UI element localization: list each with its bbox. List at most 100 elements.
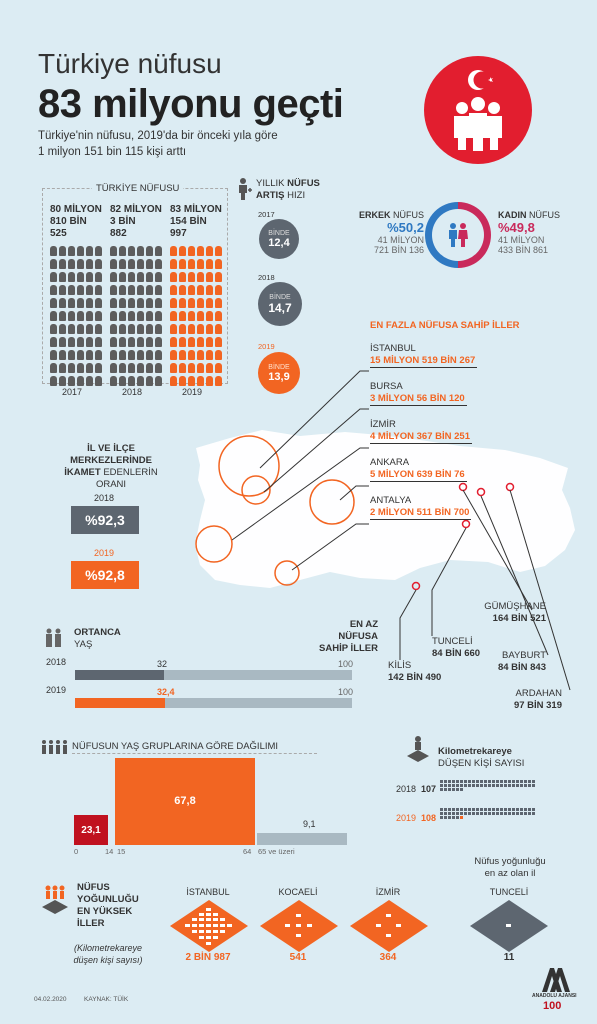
person-figure-icon bbox=[206, 246, 213, 256]
age-tick-64: 64 bbox=[243, 847, 252, 856]
city-kilis: KİLİS 142 BİN 490 bbox=[388, 660, 442, 683]
density-diamond-izmir bbox=[350, 900, 428, 952]
person-figure-icon bbox=[128, 376, 135, 386]
person-figure-icon bbox=[188, 324, 195, 334]
person-figure-icon bbox=[215, 363, 222, 373]
turkey-map bbox=[195, 370, 575, 691]
person-figure-icon bbox=[50, 363, 57, 373]
person-figure-icon bbox=[59, 285, 66, 295]
km2-square bbox=[472, 784, 475, 787]
person-figure-icon bbox=[50, 246, 57, 256]
person-figure-icon bbox=[146, 272, 153, 282]
person-figure-icon bbox=[146, 337, 153, 347]
km2-square bbox=[512, 812, 515, 815]
person-figure-icon bbox=[59, 246, 66, 256]
person-figure-icon bbox=[50, 350, 57, 360]
person-figure-icon bbox=[170, 272, 177, 282]
person-figure-icon bbox=[95, 324, 102, 334]
km2-square bbox=[440, 788, 443, 791]
population-emblem-icon bbox=[424, 56, 532, 164]
km2-square bbox=[464, 780, 467, 783]
km2-square bbox=[456, 784, 459, 787]
person-figure-icon bbox=[146, 376, 153, 386]
city-istanbul: İSTANBUL 15 MİLYON 519 BİN 267 bbox=[370, 343, 478, 368]
km2-square bbox=[448, 816, 451, 819]
city-izmir: İZMİR 4 MİLYON 367 BİN 251 bbox=[370, 419, 472, 444]
km2-title: Kilometrekareye DÜŞEN KİŞİ SAYISI bbox=[438, 746, 525, 769]
growth-person-icon bbox=[238, 178, 252, 205]
km2-square bbox=[440, 780, 443, 783]
km2-square bbox=[504, 808, 507, 811]
female-stat: KADIN NÜFUS %49,8 41 MİLYON 433 BİN 861 bbox=[498, 210, 561, 255]
person-figure-icon bbox=[137, 259, 144, 269]
age-groups-chart: 23,1 67,8 bbox=[74, 755, 354, 845]
km2-square bbox=[500, 812, 503, 815]
density-label-izmir: İZMİR bbox=[375, 887, 401, 897]
person-figure-icon bbox=[95, 272, 102, 282]
km2-grid-2018 bbox=[440, 780, 550, 791]
km2-square bbox=[524, 784, 527, 787]
person-figure-icon bbox=[119, 337, 126, 347]
density-dots-kocaeli bbox=[285, 914, 312, 937]
person-figure-icon bbox=[50, 311, 57, 321]
person-figure-icon bbox=[188, 337, 195, 347]
growth-bubble-2019: BİNDE 13,9 bbox=[258, 352, 300, 394]
population-pictogram-2017 bbox=[50, 246, 102, 386]
km2-square bbox=[444, 784, 447, 787]
person-figure-icon bbox=[95, 311, 102, 321]
person-figure-icon bbox=[68, 285, 75, 295]
person-figure-icon bbox=[119, 311, 126, 321]
person-figure-icon bbox=[137, 363, 144, 373]
km2-square bbox=[460, 780, 463, 783]
person-figure-icon bbox=[146, 259, 153, 269]
person-figure-icon bbox=[59, 350, 66, 360]
density-value-istanbul: 2 BİN 987 bbox=[185, 952, 231, 963]
person-figure-icon bbox=[128, 246, 135, 256]
person-figure-icon bbox=[170, 246, 177, 256]
population-pictogram-2018 bbox=[110, 246, 162, 386]
person-figure-icon bbox=[77, 311, 84, 321]
person-figure-icon bbox=[215, 285, 222, 295]
gender-people-icon bbox=[447, 222, 469, 253]
person-figure-icon bbox=[146, 246, 153, 256]
person-figure-icon bbox=[77, 259, 84, 269]
person-figure-icon bbox=[206, 337, 213, 347]
person-figure-icon bbox=[86, 324, 93, 334]
km2-square bbox=[468, 784, 471, 787]
median-track-2018 bbox=[75, 670, 352, 680]
person-figure-icon bbox=[77, 246, 84, 256]
km2-square bbox=[456, 812, 459, 815]
page-title-line2: 83 milyonu geçti bbox=[38, 82, 344, 126]
km2-square bbox=[444, 780, 447, 783]
age-tick-0: 0 bbox=[74, 847, 79, 856]
person-figure-icon bbox=[155, 337, 162, 347]
person-figure-icon bbox=[86, 246, 93, 256]
km2-square bbox=[444, 812, 447, 815]
person-figure-icon bbox=[128, 272, 135, 282]
age-groups-title: NÜFUSUN YAŞ GRUPLARINA GÖRE DAĞILIMI bbox=[72, 741, 279, 752]
person-figure-icon bbox=[119, 272, 126, 282]
person-figure-icon bbox=[197, 272, 204, 282]
median-age-title: ORTANCA YAŞ bbox=[74, 627, 121, 650]
person-figure-icon bbox=[170, 298, 177, 308]
person-figure-icon bbox=[59, 337, 66, 347]
growth-year-2019: 2019 bbox=[258, 342, 275, 351]
median-year-2019: 2019 bbox=[46, 685, 67, 695]
person-figure-icon bbox=[170, 337, 177, 347]
person-figure-icon bbox=[137, 298, 144, 308]
person-figure-icon bbox=[179, 259, 186, 269]
median-track-2019 bbox=[75, 698, 352, 708]
person-figure-icon bbox=[146, 285, 153, 295]
istanbul-circle bbox=[218, 435, 280, 497]
person-figure-icon bbox=[215, 298, 222, 308]
person-figure-icon bbox=[50, 259, 57, 269]
person-figure-icon bbox=[86, 272, 93, 282]
km2-square bbox=[452, 812, 455, 815]
person-figure-icon bbox=[77, 285, 84, 295]
km2-square bbox=[532, 808, 535, 811]
person-figure-icon bbox=[188, 298, 195, 308]
person-figure-icon bbox=[50, 298, 57, 308]
km2-square bbox=[524, 808, 527, 811]
km2-square bbox=[508, 784, 511, 787]
km2-square bbox=[480, 808, 483, 811]
